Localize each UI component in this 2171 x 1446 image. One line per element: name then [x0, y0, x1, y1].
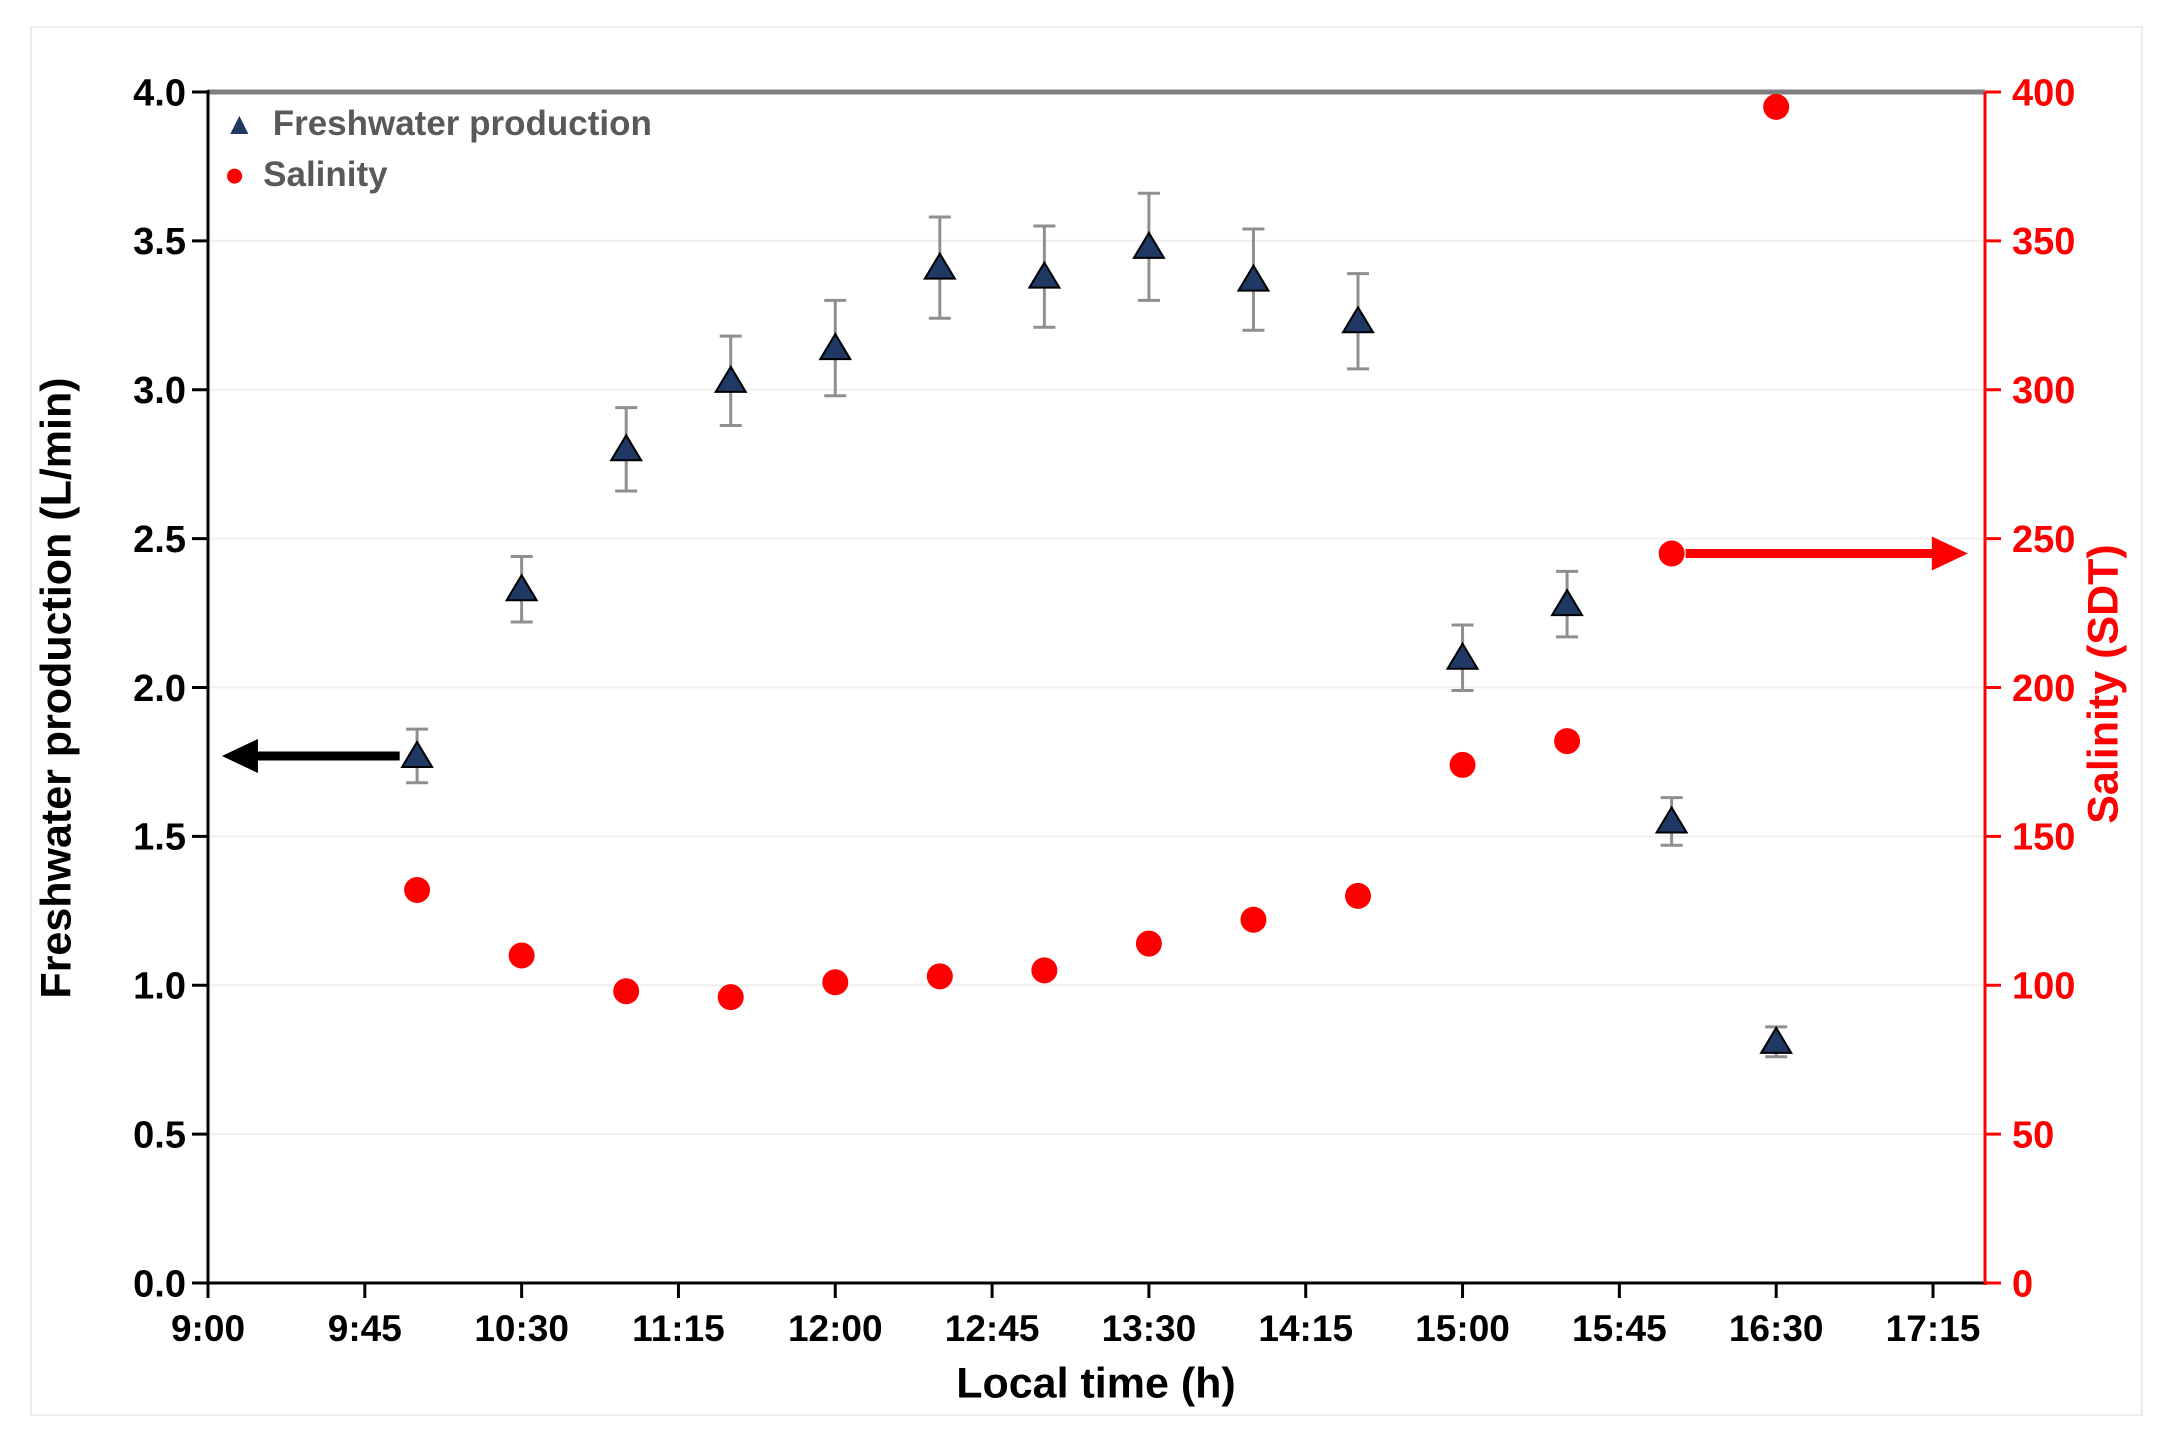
freshwater-point: [818, 332, 853, 361]
y-right-tick-label: 200: [2012, 668, 2075, 710]
x-tick-label: 9:00: [171, 1308, 245, 1349]
x-tick-label: 9:45: [328, 1308, 402, 1349]
y-right-tick-label: 300: [2012, 370, 2075, 412]
y-right-tick-label: 100: [2012, 966, 2075, 1008]
y-left-tick-label: 0.5: [133, 1114, 186, 1156]
legend-item-salinity: ● Salinity: [224, 157, 652, 192]
freshwater-point: [1132, 230, 1166, 259]
chart-outer-frame: [30, 26, 2143, 1416]
x-tick-label: 11:15: [632, 1308, 725, 1349]
freshwater-point: [1759, 1025, 1793, 1054]
legend-item-freshwater: ▲ Freshwater production: [224, 106, 652, 141]
y-right-tick-label: 350: [2012, 221, 2075, 263]
salinity-point: [404, 876, 431, 903]
freshwater-point: [1027, 260, 1062, 289]
x-tick-label: 15:00: [1415, 1308, 1510, 1349]
y-left-tick-label: 3.5: [133, 221, 186, 263]
x-axis-title: Local time (h): [956, 1359, 1236, 1408]
salinity-point: [1240, 906, 1267, 933]
x-tick-label: 10:30: [474, 1308, 569, 1349]
y-right-tick-label: 400: [2012, 72, 2075, 114]
freshwater-point: [1445, 641, 1480, 670]
y-left-tick-label: 0.0: [133, 1263, 186, 1305]
freshwater-point: [1341, 305, 1375, 334]
y-axis-title-left: Freshwater production (L/min): [32, 377, 81, 999]
x-tick-label: 12:45: [945, 1308, 1040, 1349]
x-tick-label: 15:45: [1572, 1308, 1667, 1349]
y-right-tick-label: 50: [2012, 1114, 2054, 1156]
y-left-tick-label: 1.0: [133, 966, 186, 1008]
legend-label-salinity: Salinity: [263, 155, 388, 194]
freshwater-point: [1236, 263, 1271, 292]
x-tick-label: 14:15: [1258, 1308, 1353, 1349]
y-right-tick-label: 150: [2012, 817, 2075, 859]
legend-label-freshwater: Freshwater production: [272, 104, 652, 143]
y-axis-title-right: Salinity (SDT): [2079, 544, 2128, 824]
y-left-tick-label: 3.0: [133, 370, 186, 412]
y-right-tick-label: 0: [2012, 1263, 2033, 1305]
salinity-point: [1554, 728, 1581, 755]
salinity-point: [1658, 540, 1685, 567]
x-tick-label: 16:30: [1729, 1308, 1824, 1349]
legend: ▲ Freshwater production ● Salinity: [224, 106, 652, 192]
freshwater-point: [1550, 588, 1584, 617]
y-left-tick-label: 2.0: [133, 668, 186, 710]
salinity-point: [1345, 882, 1371, 909]
freshwater-point: [1654, 805, 1689, 834]
x-tick-label: 12:00: [788, 1308, 883, 1349]
salinity-point: [1449, 751, 1476, 778]
right-axis-arrow-head: [1931, 536, 1968, 571]
salinity-point: [926, 963, 953, 990]
salinity-point: [1031, 957, 1058, 984]
x-tick-label: 13:30: [1102, 1308, 1197, 1349]
salinity-point: [613, 978, 640, 1005]
salinity-point: [1135, 930, 1162, 957]
y-left-tick-label: 2.5: [133, 519, 186, 561]
triangle-icon: ▲: [224, 106, 255, 141]
x-tick-label: 17:15: [1886, 1308, 1981, 1349]
salinity-point: [822, 969, 849, 996]
circle-icon: ●: [224, 155, 246, 194]
freshwater-point: [923, 251, 957, 280]
y-left-tick-label: 4.0: [133, 72, 186, 114]
freshwater-point: [713, 364, 748, 393]
salinity-point: [1763, 93, 1790, 120]
freshwater-point: [504, 573, 539, 602]
y-right-tick-label: 250: [2012, 519, 2075, 561]
y-left-tick-label: 1.5: [133, 817, 186, 859]
salinity-point: [508, 942, 535, 969]
freshwater-point: [609, 433, 643, 462]
left-axis-arrow-head: [221, 738, 258, 773]
salinity-point: [717, 984, 744, 1011]
freshwater-point: [400, 740, 434, 768]
